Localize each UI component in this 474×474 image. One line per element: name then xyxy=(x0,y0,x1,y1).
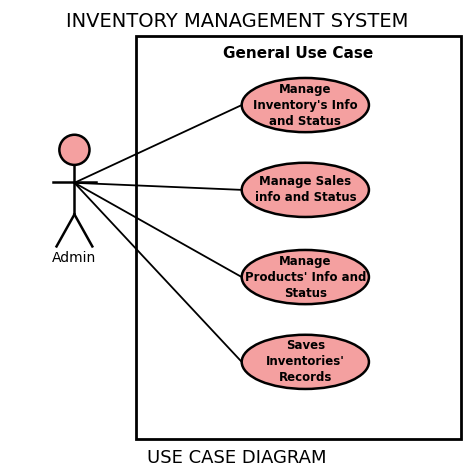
Text: USE CASE DIAGRAM: USE CASE DIAGRAM xyxy=(147,449,327,467)
Circle shape xyxy=(59,135,90,165)
Ellipse shape xyxy=(242,335,369,389)
Ellipse shape xyxy=(242,78,369,132)
Text: Manage
Products' Info and
Status: Manage Products' Info and Status xyxy=(245,255,366,300)
Text: INVENTORY MANAGEMENT SYSTEM: INVENTORY MANAGEMENT SYSTEM xyxy=(66,12,408,31)
Text: Admin: Admin xyxy=(52,251,97,265)
Text: Manage Sales
info and Status: Manage Sales info and Status xyxy=(255,175,356,204)
FancyBboxPatch shape xyxy=(136,36,461,438)
Ellipse shape xyxy=(242,250,369,304)
Text: General Use Case: General Use Case xyxy=(223,46,374,61)
Text: Manage
Inventory's Info
and Status: Manage Inventory's Info and Status xyxy=(253,82,358,128)
Text: Saves
Inventories'
Records: Saves Inventories' Records xyxy=(266,339,345,384)
Ellipse shape xyxy=(242,163,369,217)
